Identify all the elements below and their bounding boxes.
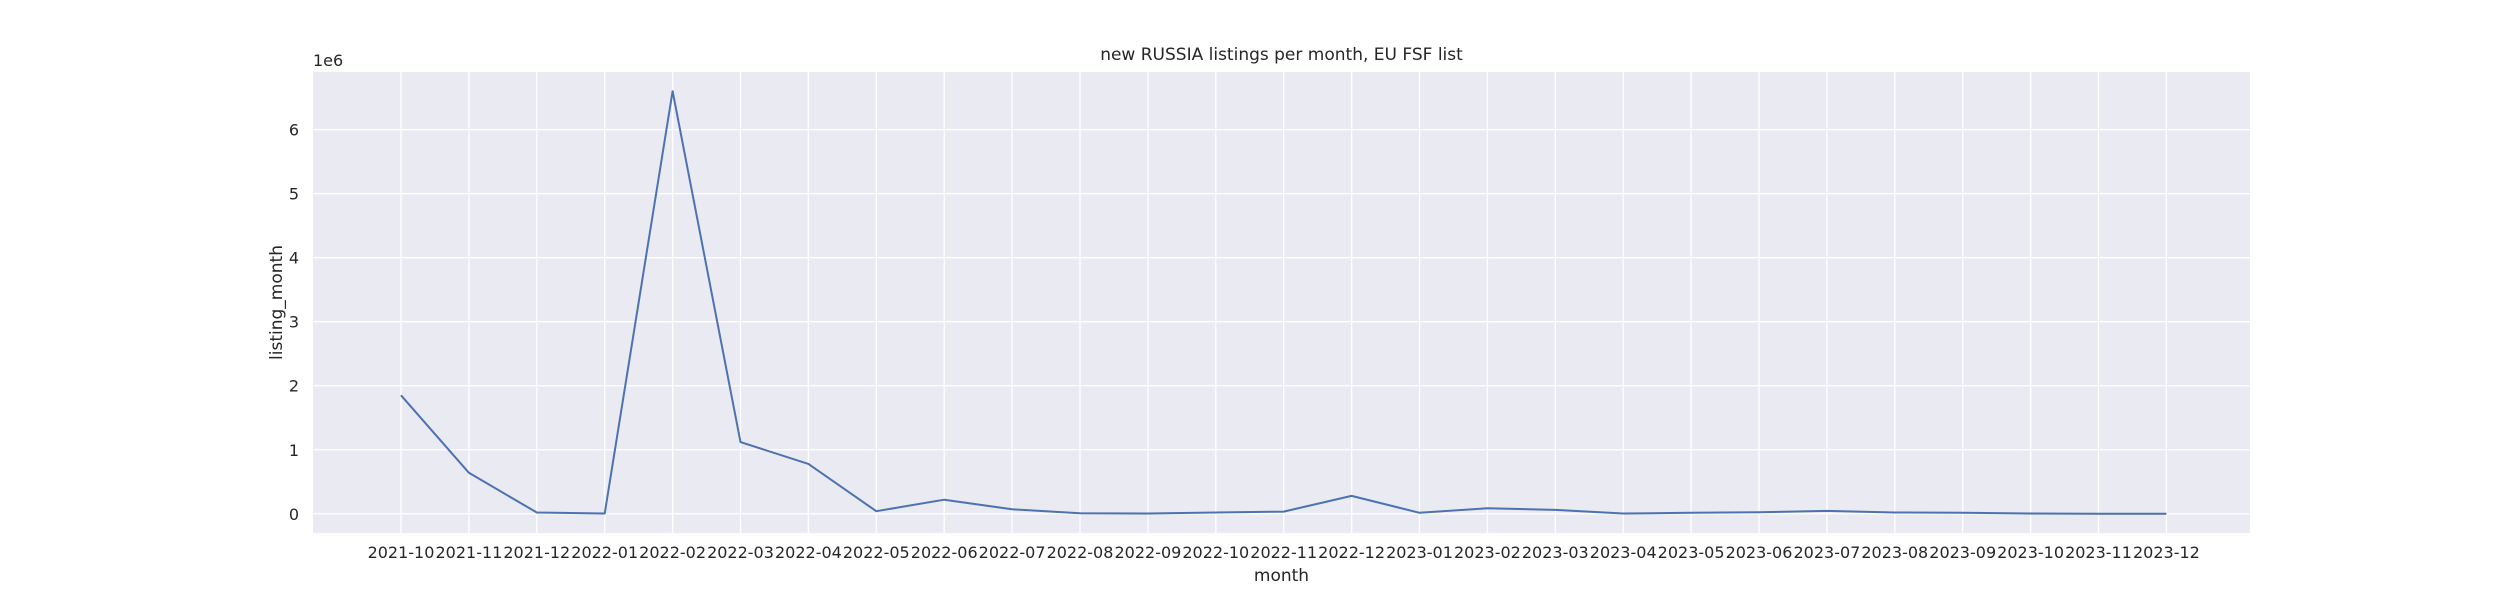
x-tick-label: 2023-02 [1454,543,1521,562]
x-tick-labels: 2021-10 2021-11 2021-12 2022-01 2022-02 2022-… [368,543,2200,562]
x-tick-label: 2022-08 [1047,543,1114,562]
x-tick-label: 2023-09 [1929,543,1996,562]
plot-area [313,72,2250,533]
y-tick-label: 2 [289,377,299,396]
x-tick-label: 2022-10 [1182,543,1249,562]
x-tick-label: 2022-05 [843,543,910,562]
series-layer [400,90,2167,515]
x-tick-label: 2022-12 [1318,543,1385,562]
y-tick-label: 0 [289,505,299,524]
chart-title: new RUSSIA listings per month, EU FSF li… [1100,45,1463,65]
x-tick-label: 2021-12 [503,543,570,562]
x-tick-label: 2023-08 [1861,543,1928,562]
x-tick-label: 2022-02 [639,543,706,562]
x-tick-label: 2021-10 [368,543,435,562]
x-tick-label: 2023-03 [1522,543,1589,562]
x-tick-label: 2023-11 [2065,543,2132,562]
grid [313,72,2250,533]
x-tick-label: 2022-04 [775,543,842,562]
y-axis-label: listing_month [267,245,287,360]
x-tick-label: 2023-06 [1726,543,1793,562]
y-tick-label: 5 [289,185,299,204]
y-tick-label: 6 [289,121,299,140]
y-tick-label: 4 [289,249,299,268]
x-tick-label: 2023-12 [2133,543,2200,562]
x-tick-label: 2023-01 [1386,543,1453,562]
x-tick-label: 2022-06 [911,543,978,562]
x-tick-label: 2022-03 [707,543,774,562]
x-tick-label: 2023-05 [1658,543,1725,562]
y-tick-label: 3 [289,313,299,332]
x-tick-label: 2023-04 [1590,543,1657,562]
x-tick-label: 2023-07 [1793,543,1860,562]
x-tick-label: 2022-11 [1250,543,1317,562]
x-tick-label: 2023-10 [1997,543,2064,562]
x-tick-label: 2022-07 [979,543,1046,562]
series-line [400,90,2167,515]
x-tick-label: 2021-11 [435,543,502,562]
y-tick-label: 1 [289,441,299,460]
x-tick-label: 2022-09 [1114,543,1181,562]
y-tick-labels: 0 1 2 3 4 5 6 [289,121,299,524]
x-tick-label: 2022-01 [571,543,638,562]
x-axis-label: month [1254,566,1309,586]
y-offset-label: 1e6 [313,51,343,70]
